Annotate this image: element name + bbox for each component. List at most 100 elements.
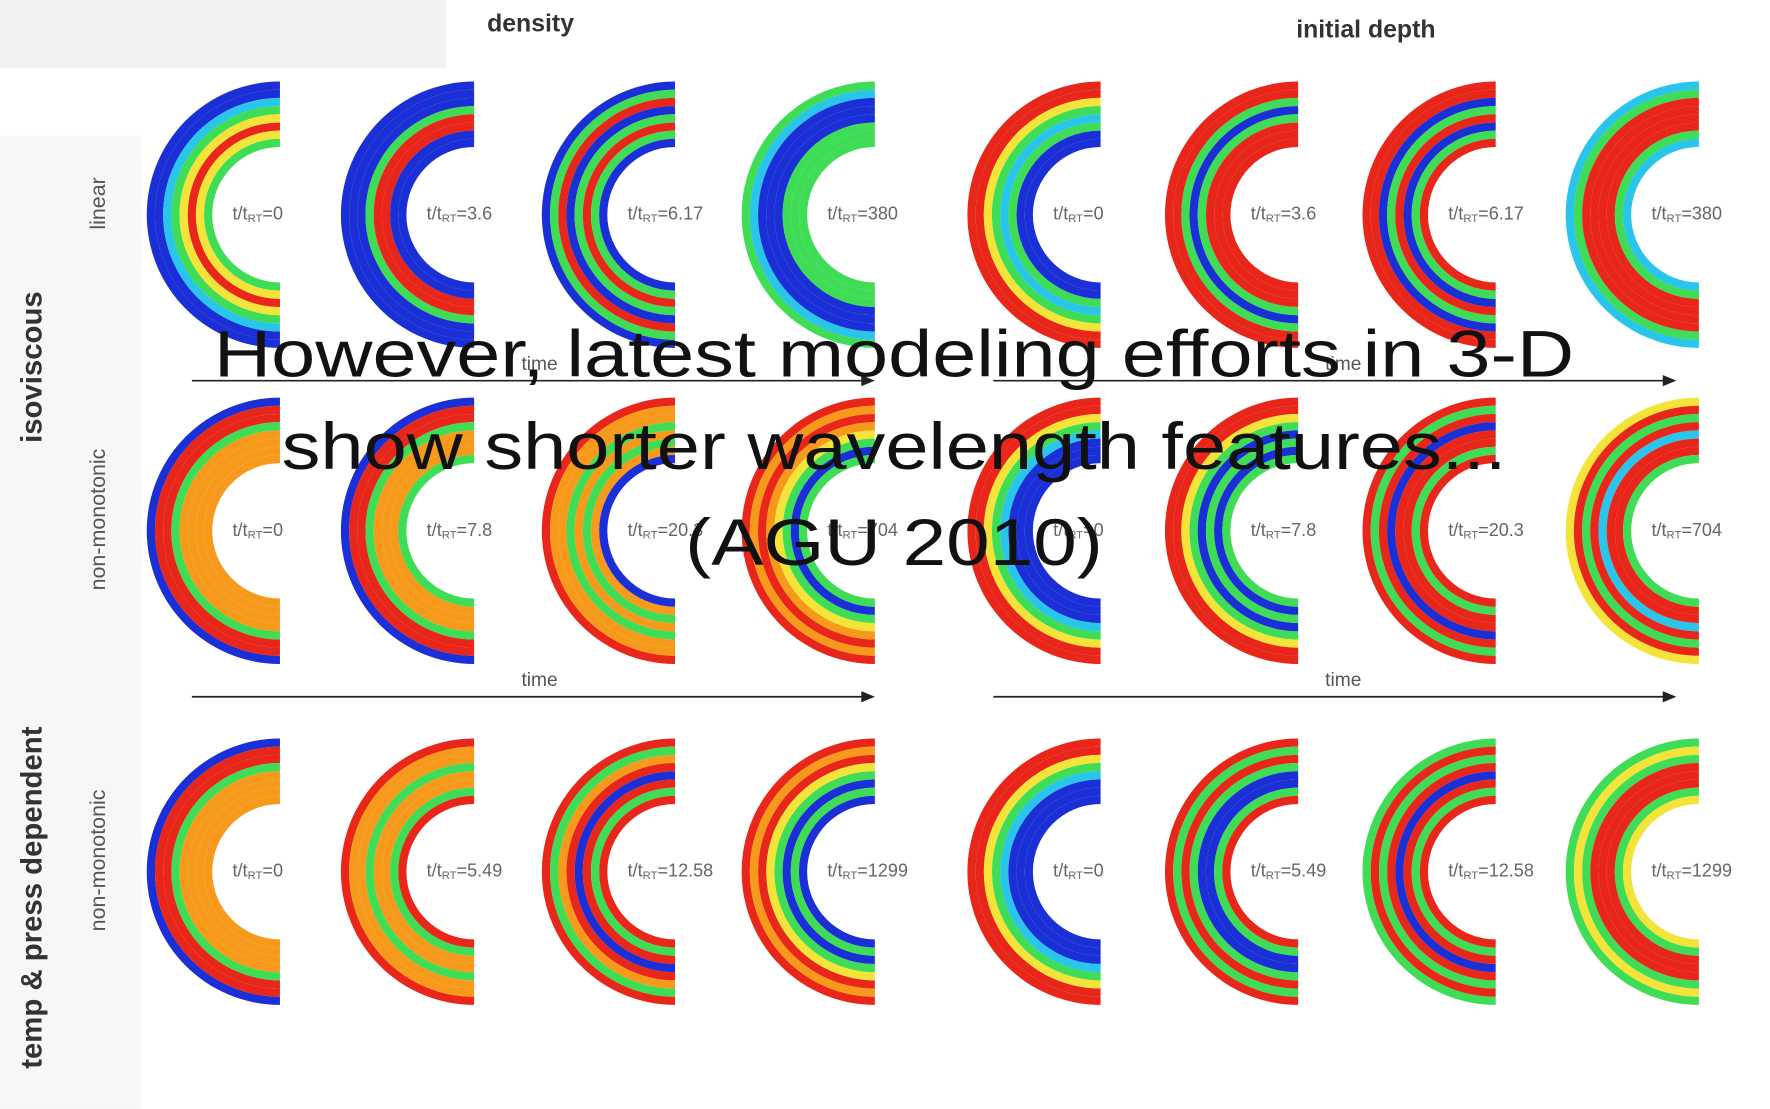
panel-band xyxy=(398,454,475,607)
ratio: t/t xyxy=(1448,860,1463,880)
panel-band xyxy=(599,795,676,948)
column-group-label: initial depth xyxy=(1296,16,1435,43)
ratio: t/t xyxy=(1448,203,1463,223)
ratio: t/t xyxy=(427,203,442,223)
panel-label: t/tRT=0 xyxy=(233,860,283,882)
panel-label: t/tRT=1299 xyxy=(827,860,908,882)
panel-band xyxy=(1222,138,1299,291)
ratio-sub: RT xyxy=(1068,529,1083,541)
panel-time: =0 xyxy=(1083,203,1104,223)
panel-band xyxy=(798,454,875,607)
panel-time: =6.17 xyxy=(1478,203,1524,223)
ratio-sub: RT xyxy=(442,870,457,882)
ratio-sub: RT xyxy=(1266,870,1281,882)
corner-shade xyxy=(0,0,446,68)
panel-label: t/tRT=0 xyxy=(1053,203,1103,225)
panel-label: t/tRT=0 xyxy=(233,203,283,225)
overlay-line: (AGU 2010) xyxy=(685,506,1103,579)
ratio: t/t xyxy=(1053,860,1068,880)
column-group-label: density xyxy=(487,11,574,38)
panel-band xyxy=(1222,454,1299,607)
panel-label: t/tRT=380 xyxy=(1651,203,1722,225)
panel-band xyxy=(204,138,280,291)
ratio: t/t xyxy=(1448,520,1463,540)
time-label: time xyxy=(1325,354,1361,375)
panel-band xyxy=(1419,454,1496,607)
ratio: t/t xyxy=(1053,203,1068,223)
panel-band xyxy=(1222,795,1299,948)
panel-label: t/tRT=7.8 xyxy=(1251,520,1317,542)
panel-time: =380 xyxy=(857,203,898,223)
ratio-sub: RT xyxy=(643,213,658,225)
ratio-sub: RT xyxy=(442,213,457,225)
panel-band xyxy=(1024,795,1101,948)
panel-label: t/tRT=1299 xyxy=(1651,860,1732,882)
ratio-sub: RT xyxy=(842,213,857,225)
panel-time: =0 xyxy=(262,520,283,540)
ratio-sub: RT xyxy=(1463,213,1478,225)
ratio-sub: RT xyxy=(442,529,457,541)
ratio: t/t xyxy=(628,203,643,223)
panel-label: t/tRT=6.17 xyxy=(628,203,704,225)
ratio-sub: RT xyxy=(643,870,658,882)
panel-label: t/tRT=0 xyxy=(233,520,283,542)
panel-band xyxy=(798,138,875,291)
panel-time: =1299 xyxy=(857,860,908,880)
panel-time: =12.58 xyxy=(1478,860,1534,880)
arrow-head xyxy=(861,691,875,703)
row-group-label: temp & press dependent xyxy=(16,726,49,1068)
panel-label: t/tRT=20.3 xyxy=(1448,520,1524,542)
panel-label: t/tRT=3.6 xyxy=(427,203,493,225)
ratio-sub: RT xyxy=(842,870,857,882)
time-label: time xyxy=(521,354,557,375)
ratio: t/t xyxy=(427,520,442,540)
panel-band xyxy=(798,795,875,948)
ratio-sub: RT xyxy=(643,529,658,541)
ratio-sub: RT xyxy=(1068,213,1083,225)
ratio: t/t xyxy=(427,860,442,880)
panel-band xyxy=(1024,454,1101,607)
panel-band xyxy=(599,454,676,607)
arrow-head xyxy=(861,375,875,387)
ratio: t/t xyxy=(233,203,248,223)
ratio: t/t xyxy=(1053,520,1068,540)
ratio-sub: RT xyxy=(1068,870,1083,882)
panel-time: =704 xyxy=(857,520,898,540)
panel-time: =5.49 xyxy=(457,860,503,880)
time-label: time xyxy=(1325,670,1361,691)
panel-time: =20.3 xyxy=(1478,520,1524,540)
panel-band xyxy=(398,795,475,948)
ratio-sub: RT xyxy=(248,870,263,882)
overlay-line: show shorter wavelength features... xyxy=(282,410,1507,483)
ratio: t/t xyxy=(628,520,643,540)
overlay-line: However, latest modeling efforts in 3-D xyxy=(214,318,1574,391)
ratio: t/t xyxy=(233,520,248,540)
overlay: However, latest modeling efforts in 3-D s… xyxy=(214,318,1574,580)
panel-time: =3.6 xyxy=(1281,203,1317,223)
panel-label: t/tRT=704 xyxy=(827,520,898,542)
ratio-sub: RT xyxy=(248,529,263,541)
panel-band xyxy=(1024,138,1101,291)
panel-time: =1299 xyxy=(1681,860,1732,880)
panel-band xyxy=(1419,795,1496,948)
panel-time: =0 xyxy=(262,860,283,880)
panel-label: t/tRT=6.17 xyxy=(1448,203,1524,225)
panel-band xyxy=(599,138,676,291)
ratio-sub: RT xyxy=(1266,529,1281,541)
row-label: non-monotonic xyxy=(86,448,110,590)
panel-time: =12.58 xyxy=(658,860,714,880)
panel-label: t/tRT=5.49 xyxy=(1251,860,1327,882)
ratio: t/t xyxy=(1251,203,1266,223)
ratio: t/t xyxy=(1651,860,1666,880)
panel-label: t/tRT=380 xyxy=(827,203,898,225)
ratio: t/t xyxy=(233,860,248,880)
ratio-sub: RT xyxy=(842,529,857,541)
panel-label: t/tRT=12.58 xyxy=(1448,860,1534,882)
panel-label: t/tRT=0 xyxy=(1053,860,1103,882)
panels: linear t/tRT=0 t/tRT=3.6 t/tRT=6.17 t/tRT=38… xyxy=(86,81,1732,1005)
panel-label: t/tRT=7.8 xyxy=(427,520,493,542)
label-strip xyxy=(0,135,142,1109)
ratio: t/t xyxy=(827,860,842,880)
ratio: t/t xyxy=(827,203,842,223)
